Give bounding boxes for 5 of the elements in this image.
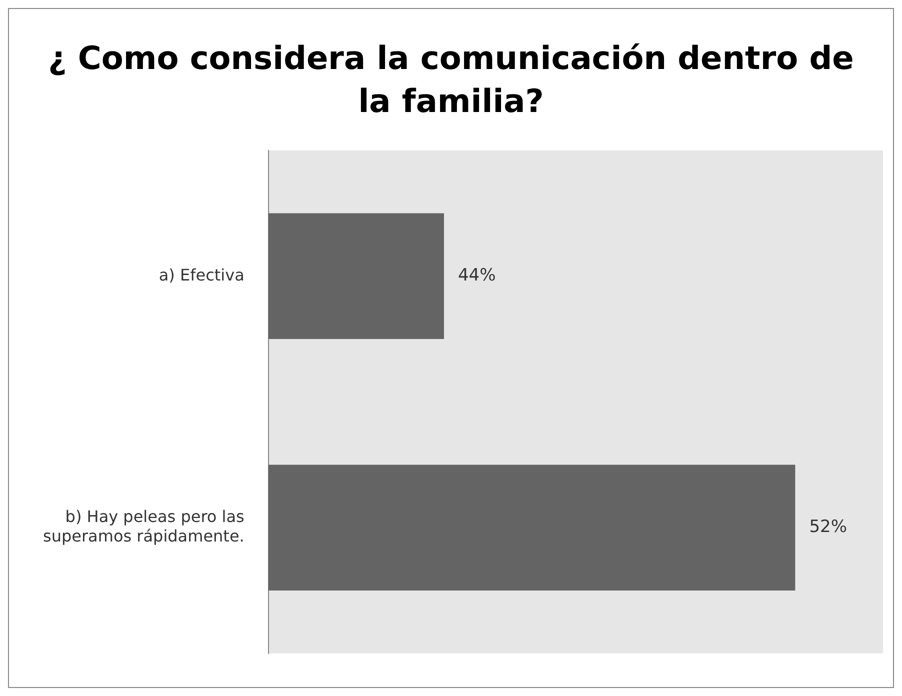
y-tick-label: a) Efectiva [158, 265, 244, 284]
data-label: 52% [809, 517, 847, 538]
y-tick-label: b) Hay peleas pero las superamos rápidamente. [43, 507, 244, 546]
data-label: 44% [458, 266, 496, 286]
chart-title: ¿ Como considera la comunicación dentro de la familia? [48, 38, 854, 120]
